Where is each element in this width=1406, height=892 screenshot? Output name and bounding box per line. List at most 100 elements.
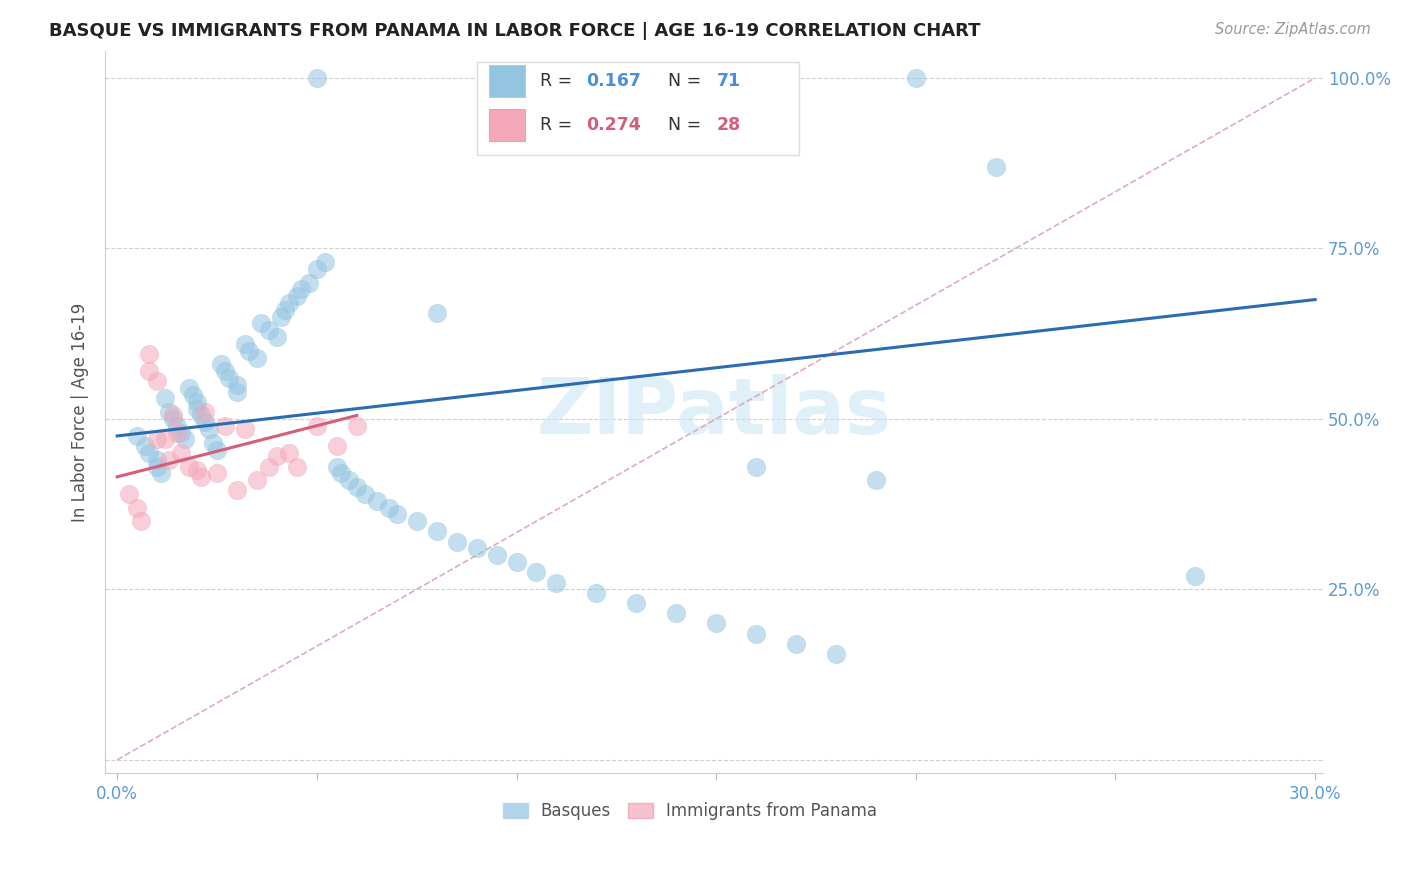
Point <box>138 347 160 361</box>
Point <box>366 493 388 508</box>
Point <box>186 394 208 409</box>
Point <box>146 459 169 474</box>
Text: 0.167: 0.167 <box>586 72 641 90</box>
Point <box>127 500 149 515</box>
Point <box>233 422 256 436</box>
Point <box>138 364 160 378</box>
Point <box>346 418 368 433</box>
Point <box>665 70 688 85</box>
Point <box>194 405 217 419</box>
Point <box>326 459 349 474</box>
Point <box>526 566 548 580</box>
Point <box>274 302 297 317</box>
Point <box>205 467 228 481</box>
Point <box>226 483 249 498</box>
Point <box>162 409 184 423</box>
Point <box>157 405 180 419</box>
Point <box>337 473 360 487</box>
Point <box>546 575 568 590</box>
Point <box>246 473 269 487</box>
Point <box>405 514 427 528</box>
Point <box>329 467 352 481</box>
Text: 71: 71 <box>717 72 741 90</box>
Point <box>118 487 141 501</box>
Point <box>174 433 197 447</box>
Point <box>166 418 188 433</box>
Point <box>194 415 217 429</box>
Point <box>626 596 648 610</box>
Point <box>257 323 280 337</box>
Point <box>218 371 240 385</box>
Point <box>285 459 308 474</box>
Point <box>984 160 1007 174</box>
Point <box>505 555 527 569</box>
Point <box>170 446 193 460</box>
Point <box>146 375 169 389</box>
Point <box>257 459 280 474</box>
Point <box>146 433 169 447</box>
Point <box>153 433 176 447</box>
Legend: Basques, Immigrants from Panama: Basques, Immigrants from Panama <box>496 795 884 827</box>
Point <box>377 500 399 515</box>
Y-axis label: In Labor Force | Age 16-19: In Labor Force | Age 16-19 <box>72 302 89 522</box>
Point <box>270 310 292 324</box>
Point <box>305 70 328 85</box>
Text: R =: R = <box>540 116 578 134</box>
Point <box>385 508 408 522</box>
Point <box>585 586 607 600</box>
Point <box>246 351 269 365</box>
Point <box>166 425 188 440</box>
Point <box>177 381 200 395</box>
Point <box>704 616 727 631</box>
Point <box>285 289 308 303</box>
Point <box>202 435 225 450</box>
Point <box>205 442 228 457</box>
Point <box>426 306 449 320</box>
Point <box>214 364 236 378</box>
Text: BASQUE VS IMMIGRANTS FROM PANAMA IN LABOR FORCE | AGE 16-19 CORRELATION CHART: BASQUE VS IMMIGRANTS FROM PANAMA IN LABO… <box>49 22 981 40</box>
Point <box>314 255 336 269</box>
Point <box>305 261 328 276</box>
Point <box>170 425 193 440</box>
Point <box>150 467 173 481</box>
Point <box>745 626 768 640</box>
Text: 28: 28 <box>717 116 741 134</box>
Point <box>129 514 152 528</box>
Point <box>290 282 312 296</box>
Point <box>745 459 768 474</box>
Point <box>266 330 288 344</box>
Point <box>226 384 249 399</box>
Point <box>134 439 156 453</box>
Point <box>209 357 232 371</box>
Point <box>326 439 349 453</box>
FancyBboxPatch shape <box>477 62 800 155</box>
Text: Source: ZipAtlas.com: Source: ZipAtlas.com <box>1215 22 1371 37</box>
Point <box>446 534 468 549</box>
Point <box>250 317 273 331</box>
Point <box>465 541 488 556</box>
Point <box>305 418 328 433</box>
Point <box>177 459 200 474</box>
Point <box>138 446 160 460</box>
Point <box>162 412 184 426</box>
Point <box>214 418 236 433</box>
Point <box>127 429 149 443</box>
Point <box>186 401 208 416</box>
Point <box>186 463 208 477</box>
Point <box>485 548 508 562</box>
FancyBboxPatch shape <box>489 65 526 97</box>
Text: ZIPatlas: ZIPatlas <box>537 374 891 450</box>
Point <box>353 487 375 501</box>
Point <box>277 296 299 310</box>
Point <box>157 452 180 467</box>
Point <box>785 637 807 651</box>
Point <box>266 450 288 464</box>
Point <box>1184 568 1206 582</box>
Text: R =: R = <box>540 72 578 90</box>
Point <box>298 276 321 290</box>
Point <box>233 337 256 351</box>
Point <box>190 470 212 484</box>
Point <box>226 377 249 392</box>
Point <box>198 422 221 436</box>
Point <box>238 343 260 358</box>
